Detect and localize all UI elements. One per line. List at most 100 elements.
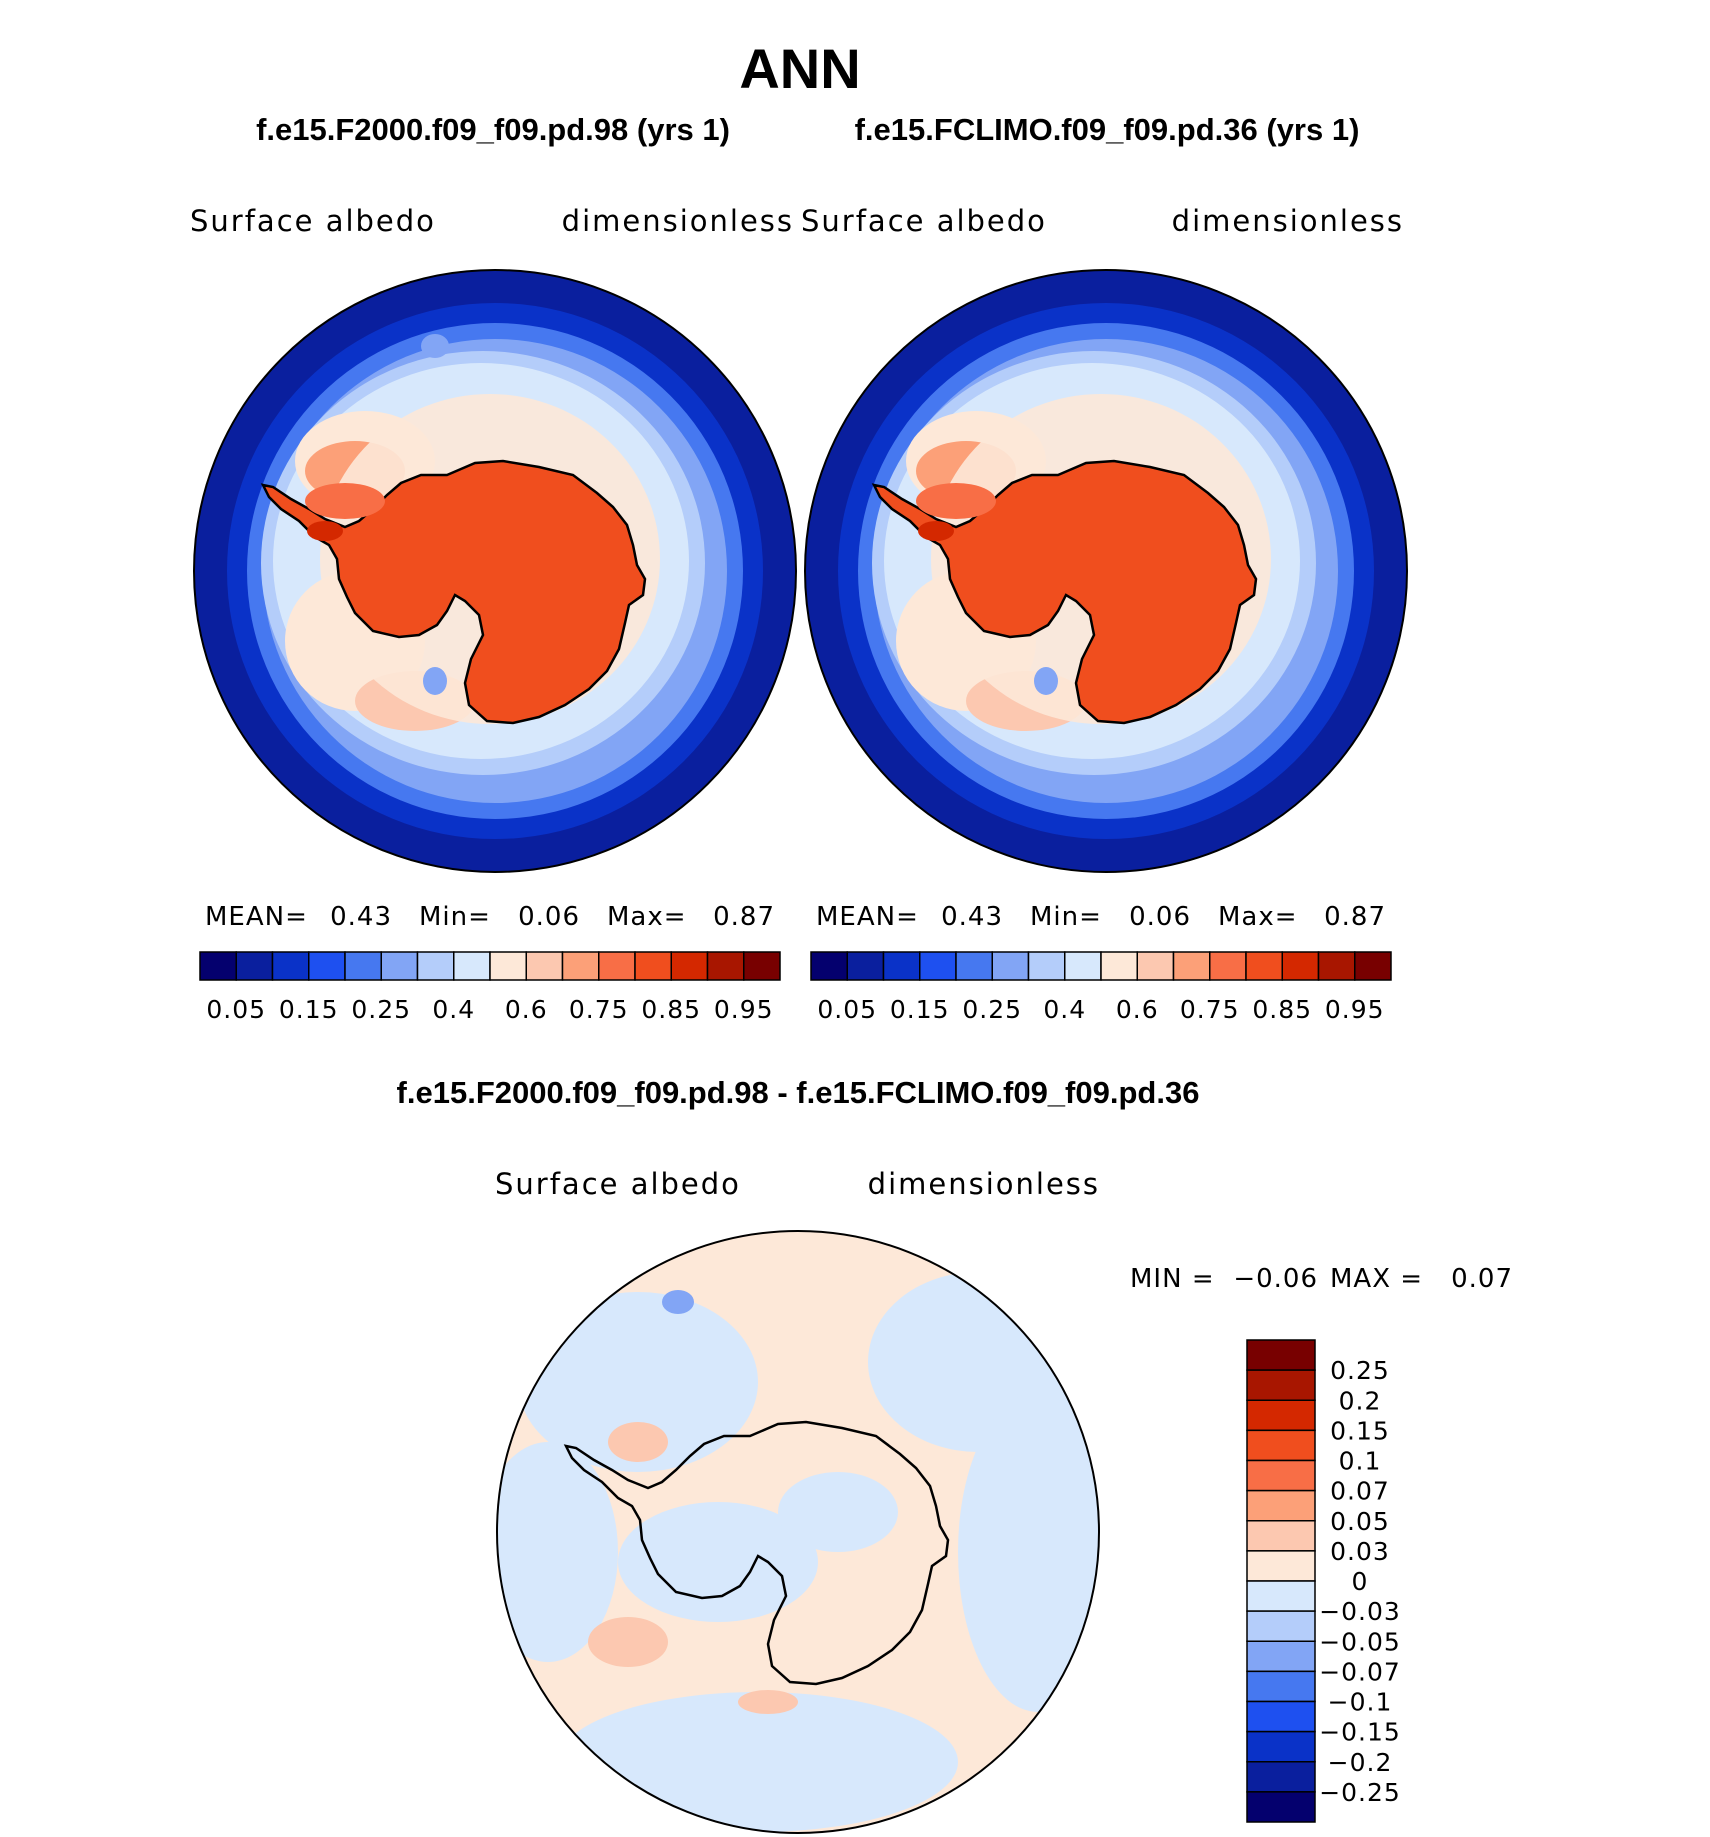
left-colorbar-swatch bbox=[416, 951, 455, 981]
right-colorbar-swatch bbox=[1100, 951, 1138, 981]
diff-colorbar-swatch bbox=[1246, 1700, 1316, 1733]
left-colorbar-tick-label: 0.75 bbox=[569, 995, 629, 1024]
right-polar-map bbox=[805, 270, 1407, 872]
right-colorbar-swatch bbox=[882, 951, 921, 981]
diff-max-label: MAX = bbox=[1330, 1264, 1423, 1294]
diff-colorbar-tick-label: 0.25 bbox=[1330, 1356, 1390, 1385]
diff-colorbar-tick-label: −0.07 bbox=[1319, 1657, 1401, 1686]
diff-max-value: 0.07 bbox=[1451, 1264, 1513, 1294]
diff-colorbar-tick-label: 0.2 bbox=[1339, 1386, 1382, 1415]
right-colorbar-swatch bbox=[991, 951, 1030, 981]
right-panel: Surface albedo dimensionless bbox=[801, 204, 1408, 1024]
left-colorbar-swatch bbox=[199, 951, 237, 981]
right-variable-label: Surface albedo bbox=[801, 204, 1047, 238]
left-mean-value: 0.43 bbox=[330, 902, 392, 932]
diff-min-label: MIN = bbox=[1130, 1264, 1215, 1294]
left-colorbar-swatch bbox=[706, 951, 745, 981]
left-max-value: 0.87 bbox=[713, 902, 775, 932]
right-colorbar-swatch bbox=[1136, 951, 1175, 981]
right-mean-label: MEAN= bbox=[816, 902, 919, 932]
left-colorbar-tick-label: 0.25 bbox=[351, 995, 411, 1024]
right-colorbar-tick-label: 0.85 bbox=[1252, 995, 1312, 1024]
right-colorbar-swatch bbox=[1172, 951, 1211, 981]
right-colorbar-tick-label: 0.4 bbox=[1043, 995, 1086, 1024]
diff-colorbar-tick-label: 0.1 bbox=[1339, 1447, 1382, 1476]
left-colorbar-swatch bbox=[235, 951, 274, 981]
right-map-boundary bbox=[804, 269, 1408, 873]
diff-colorbar-swatch bbox=[1246, 1339, 1316, 1371]
left-units-label: dimensionless bbox=[562, 204, 794, 238]
difference-panel: Surface albedo dimensionless MIN = −0.06 bbox=[495, 1167, 1513, 1834]
diff-colorbar-swatch bbox=[1246, 1640, 1316, 1673]
left-colorbar: 0.05 0.15 0.25 0.4 0.6 0.75 0.85 0.95 bbox=[199, 951, 781, 1024]
right-colorbar-swatch bbox=[1209, 951, 1247, 981]
left-colorbar-swatch bbox=[380, 951, 419, 981]
diff-colorbar-tick-label: −0.1 bbox=[1328, 1688, 1393, 1717]
left-min-label: Min= bbox=[419, 902, 491, 932]
diff-colorbar-swatch bbox=[1246, 1670, 1316, 1703]
right-colorbar: 0.05 0.15 0.25 0.4 0.6 0.75 0.85 0.95 bbox=[810, 951, 1392, 1024]
diff-colorbar-swatch bbox=[1246, 1580, 1316, 1612]
diff-colorbar-tick-label: 0.03 bbox=[1330, 1537, 1390, 1566]
right-colorbar-swatch bbox=[810, 951, 848, 981]
left-colorbar-tick-label: 0.4 bbox=[432, 995, 475, 1024]
left-map-boundary bbox=[193, 269, 797, 873]
left-panel: Surface albedo dimensionless bbox=[190, 204, 797, 1024]
diff-colorbar-swatch bbox=[1246, 1520, 1316, 1552]
left-mean-label: MEAN= bbox=[205, 902, 308, 932]
right-units-label: dimensionless bbox=[1172, 204, 1404, 238]
diff-colorbar-tick-label: 0.05 bbox=[1330, 1507, 1390, 1536]
diff-colorbar-tick-label: −0.15 bbox=[1319, 1718, 1401, 1747]
diff-colorbar-tick-label: 0.07 bbox=[1330, 1477, 1390, 1506]
right-colorbar-swatch bbox=[1064, 951, 1102, 981]
difference-title: f.e15.F2000.f09_f09.pd.98 - f.e15.FCLIMO… bbox=[397, 1075, 1200, 1110]
diff-colorbar: 0.250.20.150.10.070.050.030−0.03−0.05−0.… bbox=[1246, 1339, 1401, 1823]
right-max-value: 0.87 bbox=[1324, 902, 1386, 932]
right-colorbar-tick-label: 0.05 bbox=[817, 995, 877, 1024]
figure-title: ANN bbox=[739, 37, 860, 100]
left-case-title: f.e15.F2000.f09_f09.pd.98 (yrs 1) bbox=[256, 112, 730, 147]
diff-colorbar-tick-label: −0.05 bbox=[1319, 1627, 1401, 1656]
left-colorbar-swatch bbox=[525, 951, 564, 981]
left-colorbar-swatch bbox=[670, 951, 709, 981]
left-colorbar-tick-label: 0.05 bbox=[206, 995, 266, 1024]
diff-units-label: dimensionless bbox=[868, 1167, 1100, 1201]
right-max-label: Max= bbox=[1218, 902, 1298, 932]
left-colorbar-swatch bbox=[561, 951, 600, 981]
diff-colorbar-tick-label: 0.15 bbox=[1330, 1416, 1390, 1445]
difference-polar-map bbox=[497, 1231, 1099, 1833]
right-colorbar-tick-label: 0.15 bbox=[890, 995, 950, 1024]
diff-colorbar-swatch bbox=[1246, 1429, 1316, 1462]
right-colorbar-swatch bbox=[1354, 951, 1392, 981]
right-colorbar-swatch bbox=[1317, 951, 1356, 981]
diff-colorbar-swatch bbox=[1246, 1730, 1316, 1763]
diff-colorbar-swatch bbox=[1246, 1550, 1316, 1582]
diff-colorbar-swatch bbox=[1246, 1761, 1316, 1793]
left-colorbar-tick-label: 0.15 bbox=[279, 995, 339, 1024]
left-colorbar-swatch bbox=[271, 951, 310, 981]
diff-colorbar-swatch bbox=[1246, 1369, 1316, 1401]
left-colorbar-swatch bbox=[489, 951, 527, 981]
diff-colorbar-swatch bbox=[1246, 1459, 1316, 1492]
left-min-value: 0.06 bbox=[518, 902, 580, 932]
right-colorbar-tick-label: 0.25 bbox=[962, 995, 1022, 1024]
left-colorbar-swatch bbox=[743, 951, 781, 981]
right-case-title: f.e15.FCLIMO.f09_f09.pd.36 (yrs 1) bbox=[855, 112, 1360, 147]
diff-colorbar-tick-label: −0.03 bbox=[1319, 1597, 1401, 1626]
diff-map-boundary bbox=[496, 1230, 1100, 1834]
left-colorbar-swatch bbox=[344, 951, 382, 981]
right-colorbar-swatch bbox=[1027, 951, 1066, 981]
diff-colorbar-tick-label: −0.2 bbox=[1328, 1748, 1393, 1777]
right-min-label: Min= bbox=[1030, 902, 1102, 932]
diff-colorbar-swatch bbox=[1246, 1610, 1316, 1642]
left-colorbar-swatch bbox=[308, 951, 346, 981]
diff-variable-label: Surface albedo bbox=[495, 1167, 741, 1201]
left-polar-map bbox=[194, 270, 796, 872]
diff-colorbar-swatch bbox=[1246, 1489, 1316, 1522]
right-mean-value: 0.43 bbox=[941, 902, 1003, 932]
right-colorbar-tick-label: 0.6 bbox=[1116, 995, 1159, 1024]
diff-colorbar-swatch bbox=[1246, 1399, 1316, 1432]
right-colorbar-swatch bbox=[1245, 951, 1283, 981]
diff-colorbar-tick-label: −0.25 bbox=[1319, 1778, 1401, 1807]
diff-colorbar-tick-label: 0 bbox=[1352, 1567, 1369, 1596]
